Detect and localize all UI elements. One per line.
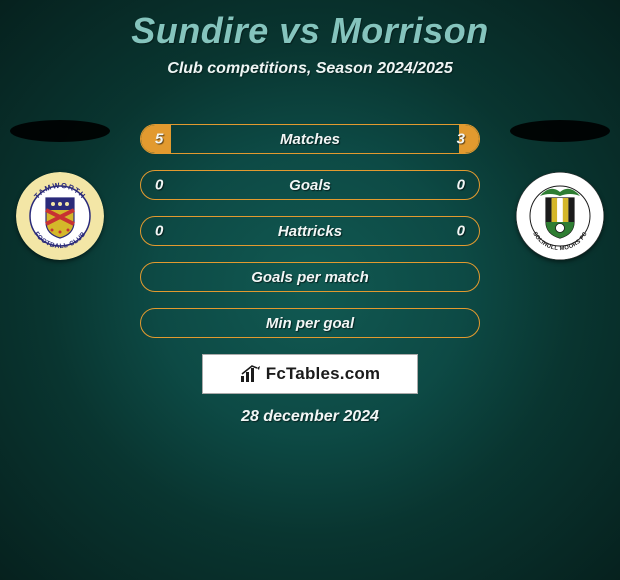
bar-chart-icon — [240, 365, 262, 383]
stat-value-right: 0 — [457, 177, 465, 194]
stat-row-matches: 5 Matches 3 — [140, 124, 480, 154]
stat-value-right: 0 — [457, 223, 465, 240]
stat-label: Matches — [280, 131, 340, 148]
stat-value-left: 0 — [155, 177, 163, 194]
crest-shadow — [510, 120, 610, 142]
page-subtitle: Club competitions, Season 2024/2025 — [0, 60, 620, 78]
crest-badge-right: SOLIHULL MOORS FC — [516, 172, 604, 260]
stat-label: Min per goal — [266, 315, 354, 332]
brand-box: FcTables.com — [202, 354, 418, 394]
page-title: Sundire vs Morrison — [0, 0, 620, 52]
shield-icon: TAMWORTH FOOTBALL CLUB — [16, 172, 104, 260]
crest-shadow — [10, 120, 110, 142]
shield-icon: SOLIHULL MOORS FC — [516, 172, 604, 260]
stat-label: Goals per match — [251, 269, 369, 286]
stat-value-left: 5 — [155, 131, 163, 148]
stat-value-right: 3 — [457, 131, 465, 148]
stat-label: Goals — [289, 177, 331, 194]
stat-row-hattricks: 0 Hattricks 0 — [140, 216, 480, 246]
player-crest-right: SOLIHULL MOORS FC — [510, 120, 610, 220]
player-crest-left: TAMWORTH FOOTBALL CLUB — [10, 120, 110, 220]
stats-panel: 5 Matches 3 0 Goals 0 0 Hattricks 0 Goal… — [140, 124, 480, 354]
crest-badge-left: TAMWORTH FOOTBALL CLUB — [16, 172, 104, 260]
brand-text: FcTables.com — [266, 364, 381, 384]
stat-value-left: 0 — [155, 223, 163, 240]
date-label: 28 december 2024 — [0, 408, 620, 426]
stat-row-goals-per-match: Goals per match — [140, 262, 480, 292]
stat-row-goals: 0 Goals 0 — [140, 170, 480, 200]
stat-row-min-per-goal: Min per goal — [140, 308, 480, 338]
stat-label: Hattricks — [278, 223, 342, 240]
